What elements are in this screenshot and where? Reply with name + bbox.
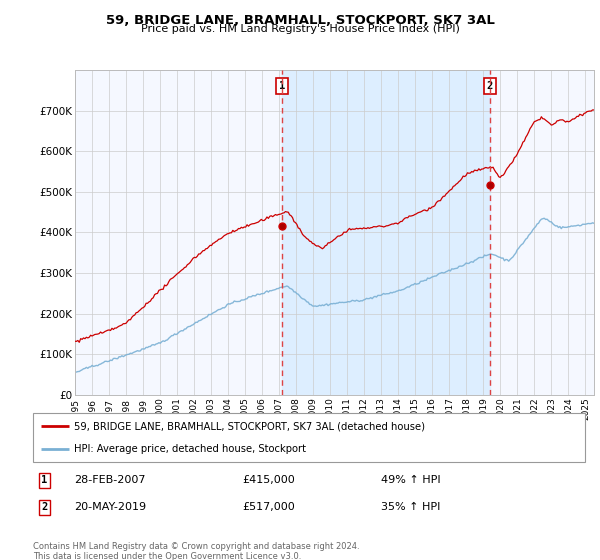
Text: 49% ↑ HPI: 49% ↑ HPI [381, 475, 440, 486]
Text: HPI: Average price, detached house, Stockport: HPI: Average price, detached house, Stoc… [74, 444, 307, 454]
Text: Contains HM Land Registry data © Crown copyright and database right 2024.
This d: Contains HM Land Registry data © Crown c… [33, 542, 359, 560]
Text: 20-MAY-2019: 20-MAY-2019 [74, 502, 146, 512]
Text: 28-FEB-2007: 28-FEB-2007 [74, 475, 146, 486]
Text: 59, BRIDGE LANE, BRAMHALL, STOCKPORT, SK7 3AL: 59, BRIDGE LANE, BRAMHALL, STOCKPORT, SK… [106, 14, 494, 27]
Text: 59, BRIDGE LANE, BRAMHALL, STOCKPORT, SK7 3AL (detached house): 59, BRIDGE LANE, BRAMHALL, STOCKPORT, SK… [74, 421, 425, 431]
Text: 35% ↑ HPI: 35% ↑ HPI [381, 502, 440, 512]
Text: 2: 2 [487, 81, 493, 91]
Text: 1: 1 [41, 475, 47, 486]
FancyBboxPatch shape [33, 413, 585, 462]
Text: Price paid vs. HM Land Registry's House Price Index (HPI): Price paid vs. HM Land Registry's House … [140, 24, 460, 34]
Text: £415,000: £415,000 [243, 475, 296, 486]
Text: 1: 1 [279, 81, 285, 91]
Text: 2: 2 [41, 502, 47, 512]
Bar [282, 70, 490, 395]
Text: £517,000: £517,000 [243, 502, 296, 512]
